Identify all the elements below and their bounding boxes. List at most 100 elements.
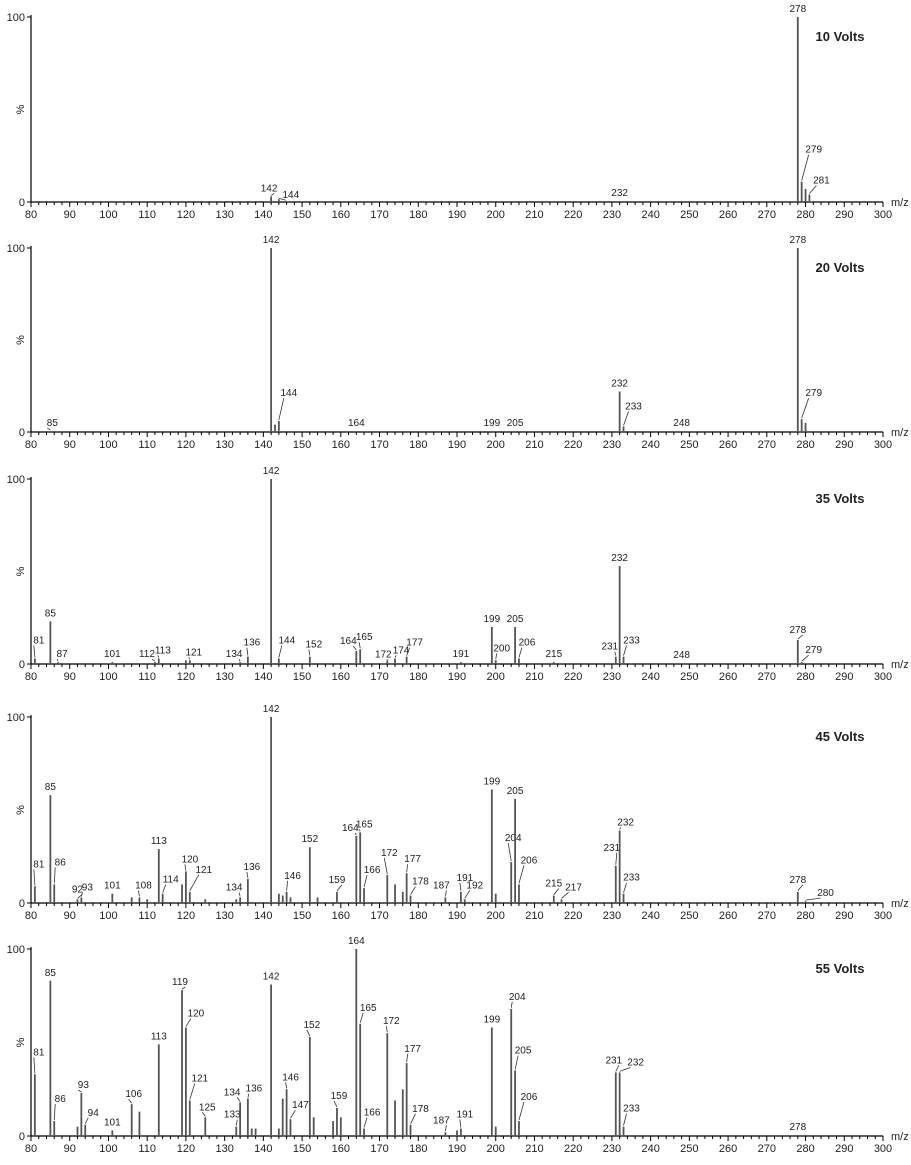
x-tick-label: 170 [370, 439, 388, 451]
peak-label: 205 [507, 418, 524, 429]
peak-label: 164 [348, 418, 365, 429]
peak-label: 172 [381, 848, 398, 859]
peak-label: 86 [55, 857, 67, 868]
peak-label-leader [801, 654, 809, 662]
peak-label-leader [358, 642, 361, 649]
x-tick-label: 270 [758, 671, 776, 683]
peak-label-leader [615, 1065, 620, 1072]
peak-label: 94 [88, 1108, 100, 1119]
peak-label-leader [518, 1101, 525, 1121]
peak-label-leader [614, 651, 617, 656]
x-tick-label: 160 [332, 439, 350, 451]
y-axis-label: % [15, 566, 27, 576]
x-tick-label: 120 [177, 1143, 195, 1155]
x-tick-label: 130 [215, 439, 233, 451]
x-tick-label: 230 [603, 671, 621, 683]
x-tick-label: 190 [448, 671, 466, 683]
peak-label: 121 [191, 1073, 208, 1084]
peak-label: 199 [484, 614, 501, 625]
voltage-label: 55 Volts [816, 961, 865, 976]
peak-label-leader [80, 892, 83, 897]
peak-label-leader [162, 884, 167, 893]
x-tick-label: 90 [64, 671, 76, 683]
x-tick-label: 170 [370, 671, 388, 683]
x-tick-label: 170 [370, 1143, 388, 1155]
peak-label-leader [33, 869, 36, 886]
peak-label: 248 [673, 650, 690, 661]
peak-label: 232 [611, 188, 628, 199]
x-tick-label: 230 [603, 910, 621, 922]
peak-label: 142 [263, 466, 280, 477]
x-tick-label: 160 [332, 910, 350, 922]
x-tick-label: 190 [448, 439, 466, 451]
peak-label: 142 [263, 235, 280, 246]
peak-label: 187 [433, 880, 450, 891]
peak-label: 106 [125, 1089, 142, 1100]
peak-label: 199 [484, 1015, 501, 1026]
peak-label-leader [495, 653, 498, 660]
x-tick-label: 180 [409, 671, 427, 683]
x-tick-label: 130 [215, 1143, 233, 1155]
peak-label: 125 [199, 1102, 216, 1113]
x-tick-label: 230 [603, 209, 621, 221]
x-tick-label: 180 [409, 209, 427, 221]
x-tick-label: 200 [487, 209, 505, 221]
peak-label: 232 [627, 1057, 644, 1068]
x-tick-label: 290 [835, 1143, 853, 1155]
x-tick-label: 160 [332, 671, 350, 683]
peak-label-leader [514, 1055, 519, 1070]
peak-label-leader [246, 647, 249, 656]
x-tick-label: 250 [680, 671, 698, 683]
peak-label: 164 [342, 823, 359, 834]
x-tick-label: 100 [99, 439, 117, 451]
peak-label: 134 [226, 882, 243, 893]
x-tick-label: 120 [177, 439, 195, 451]
peak-label: 231 [603, 843, 620, 854]
x-tick-label: 110 [138, 1143, 156, 1155]
peak-label: 192 [466, 880, 483, 891]
peak-label: 120 [182, 854, 199, 865]
peak-label-leader [619, 827, 622, 830]
x-tick-label: 110 [138, 439, 156, 451]
peak-label: 142 [263, 972, 280, 983]
y-tick-label: 100 [7, 712, 25, 724]
x-tick-label: 210 [525, 671, 543, 683]
x-axis-label: m/z [891, 197, 909, 209]
peak-label-leader [278, 645, 283, 658]
x-tick-label: 280 [796, 209, 814, 221]
peak-label: 93 [78, 1080, 90, 1091]
x-tick-label: 200 [487, 1143, 505, 1155]
y-axis-label: % [15, 805, 27, 815]
x-tick-label: 130 [215, 910, 233, 922]
x-tick-label: 120 [177, 209, 195, 221]
peak-label-leader [352, 645, 357, 651]
peak-label-leader [84, 1117, 89, 1124]
x-tick-label: 180 [409, 439, 427, 451]
peak-label-leader [561, 891, 569, 899]
peak-label-leader [336, 884, 343, 892]
peak-label: 93 [82, 882, 94, 893]
x-tick-label: 220 [564, 439, 582, 451]
peak-label: 85 [45, 782, 57, 793]
peak-label: 206 [519, 637, 536, 648]
peak-label-leader [236, 1097, 241, 1102]
peak-label: 206 [521, 1092, 538, 1103]
x-tick-label: 140 [254, 671, 272, 683]
x-tick-label: 300 [874, 910, 892, 922]
x-tick-label: 270 [758, 439, 776, 451]
peak-label-leader [359, 1012, 364, 1023]
y-axis-label: % [15, 335, 27, 345]
peak-label: 86 [55, 1094, 67, 1105]
peak-label-leader [385, 1026, 388, 1033]
peak-label: 177 [404, 1044, 421, 1055]
peak-label-leader [235, 1119, 238, 1126]
peak-label-leader [518, 865, 525, 884]
x-tick-label: 240 [641, 439, 659, 451]
peak-label-leader [394, 655, 397, 658]
peak-label-leader [623, 1113, 627, 1126]
peak-label: 177 [406, 638, 423, 649]
peak-label: 152 [301, 834, 318, 845]
x-tick-label: 90 [64, 1143, 76, 1155]
peak-label-leader [185, 1018, 192, 1027]
x-tick-label: 290 [835, 910, 853, 922]
